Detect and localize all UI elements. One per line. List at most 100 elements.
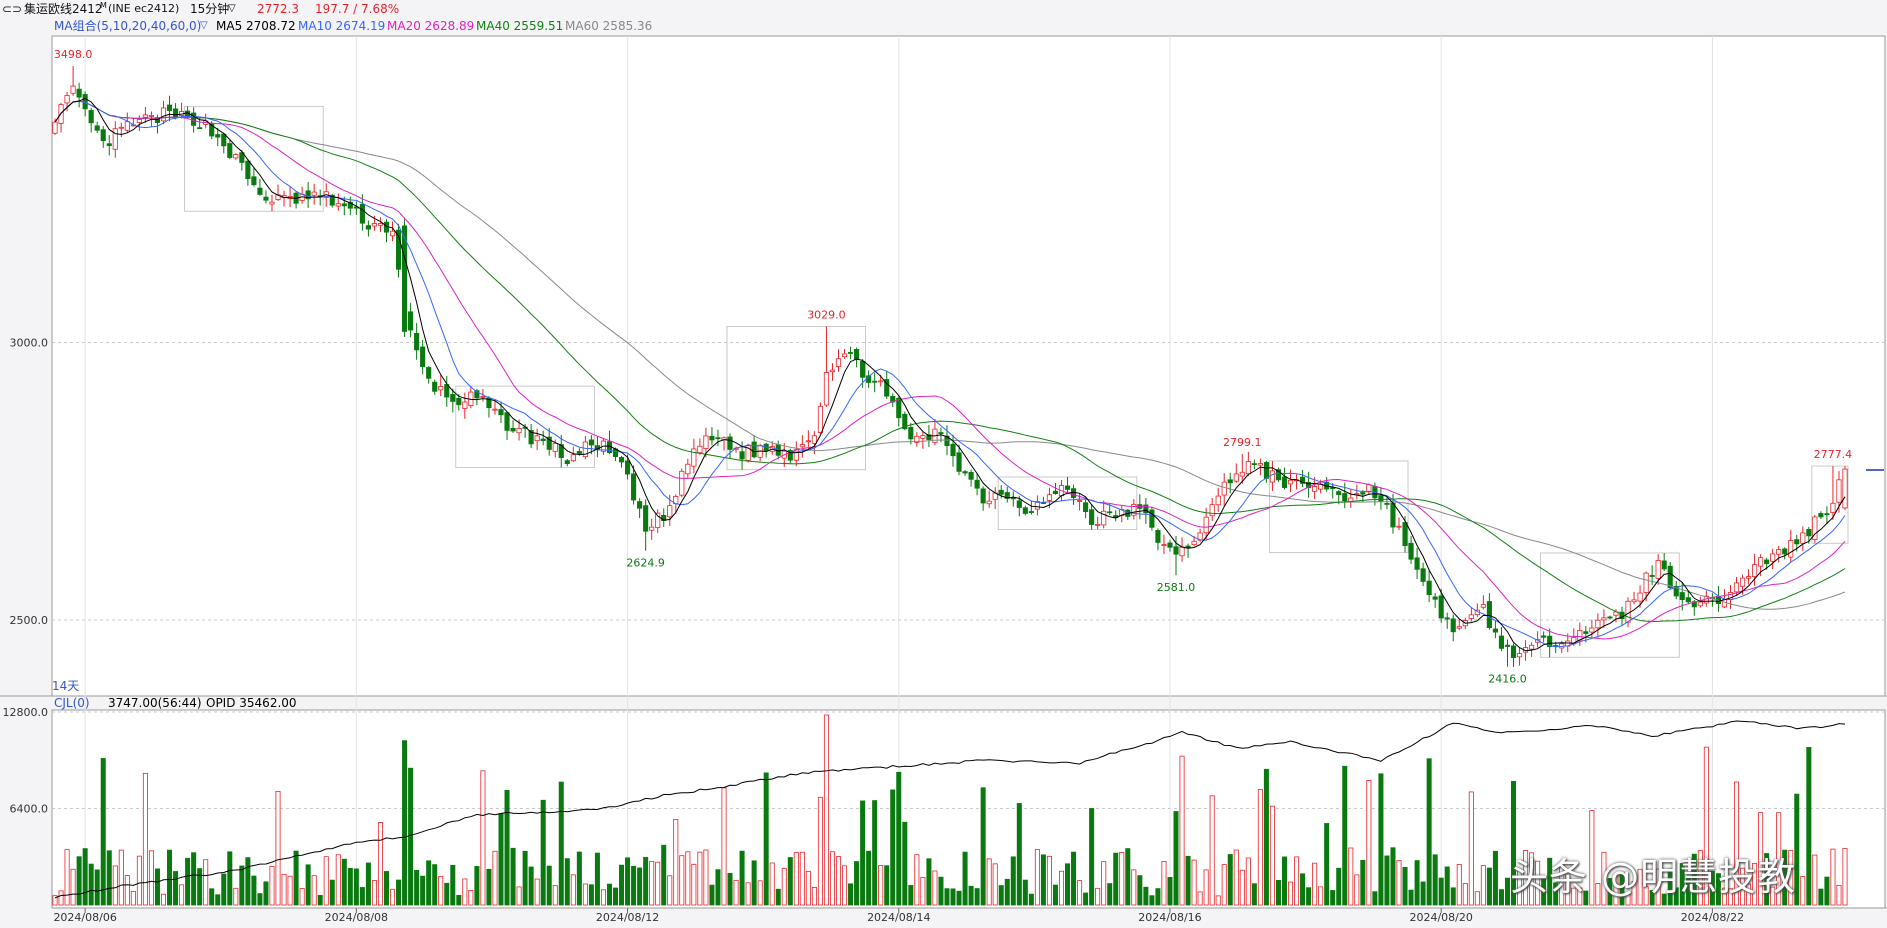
ma10-line [54,100,1846,648]
high-label: 2799.1 [1223,436,1262,449]
volume-bar [1336,867,1342,906]
volume-bar [751,860,757,906]
volume-bar [1414,860,1420,906]
candle-body [1541,635,1547,638]
volume-bar [1613,875,1619,906]
range-label[interactable]: 14天 [52,679,80,693]
volume-bar [1257,789,1263,906]
candle-body [1535,639,1541,643]
volume-bar [1715,873,1721,906]
candle-body [1643,572,1649,593]
volume-bar [1239,869,1245,906]
volume-bar [1420,881,1426,906]
ma20-value: 2628.89 [424,19,475,33]
volume-bar [890,789,896,906]
candle-body [944,435,950,447]
candle-body [860,360,866,378]
volume-layer [52,714,1848,906]
volume-bar [637,867,643,906]
menu-icon[interactable]: ⊂⊃ [2,2,23,16]
candle-body [480,396,486,398]
volume-bar [1752,862,1758,906]
volume-bar [353,868,359,906]
volume-bar [462,878,468,906]
candle-body [1595,619,1601,629]
volume-bar [1721,887,1727,906]
period-selector[interactable]: 15分钟 [190,2,230,16]
volume-bar [383,871,389,906]
volume-bar [1740,867,1746,906]
volume-bar [980,787,986,906]
volume-bar [793,852,799,906]
candle-body [215,134,221,138]
volume-bar [1215,895,1221,906]
volume-bar [522,850,528,906]
volume-bar [1830,848,1836,906]
volume-bar [1456,863,1462,906]
candle-body [902,413,908,430]
volume-bar [661,844,667,906]
volume-bar [1661,893,1667,906]
volume-bar [1167,876,1173,906]
candle-body [395,229,402,270]
volume-bar [1764,853,1770,906]
candle-body [1378,495,1384,502]
candle-body [1601,617,1607,621]
volume-bar [227,851,233,906]
volume-bar [673,818,679,906]
chevron-down-icon[interactable]: ▽ [228,3,236,14]
volume-bar [1330,890,1336,906]
candle-body [1336,491,1342,496]
chevron-down-icon[interactable]: ▽ [200,20,208,31]
volume-bar [1625,893,1631,906]
volume-bar [721,787,727,906]
candle-body [1046,494,1053,501]
candle-body [1492,628,1498,633]
volume-value: 3747.00(56:44) [108,696,202,710]
volume-indicator[interactable]: CJL(0) [54,696,90,710]
candle-body [1739,577,1746,587]
volume-bar [1402,866,1408,906]
volume-bar [1583,890,1589,906]
volume-bar [902,821,908,906]
volume-bar [649,861,655,906]
candle-body [1812,516,1818,540]
candle-body [1764,559,1770,565]
volume-bar [691,863,697,906]
candle-body [631,473,637,501]
candle-body [1547,635,1553,648]
exchange-code: (INE ec2412) [108,2,180,15]
volume-bar [1065,863,1071,906]
candle-body [534,435,540,442]
candle-body [1016,500,1022,508]
candle-body [305,190,311,200]
volume-bar [733,879,739,906]
candle-body [697,445,703,454]
ma40-line [54,100,1846,623]
candle-body [172,108,179,119]
volume-bar [136,855,142,906]
candle-body [1312,486,1318,492]
candle-body [516,428,522,434]
volume-bar [1426,758,1432,906]
volume-bar [914,854,920,906]
ma-group-label[interactable]: MA组合(5,10,20,40,60,0) [54,19,202,33]
volume-bar [1709,871,1715,906]
day-range-box [726,326,867,471]
volume-bar [1372,891,1378,906]
volume-bar [763,772,769,906]
volume-bar [335,854,341,906]
candle-body [1444,617,1450,620]
volume-bar [835,856,842,906]
volume-bar [1679,863,1685,906]
volume-bar [1281,856,1287,906]
volume-bar [986,858,992,906]
volume-bar [124,875,130,906]
candle-body [1161,544,1167,546]
volume-bar [1758,812,1764,906]
volume-bar [1197,891,1203,906]
volume-bar [1034,849,1040,906]
volume-bar [787,857,793,906]
volume-bar [739,850,745,906]
